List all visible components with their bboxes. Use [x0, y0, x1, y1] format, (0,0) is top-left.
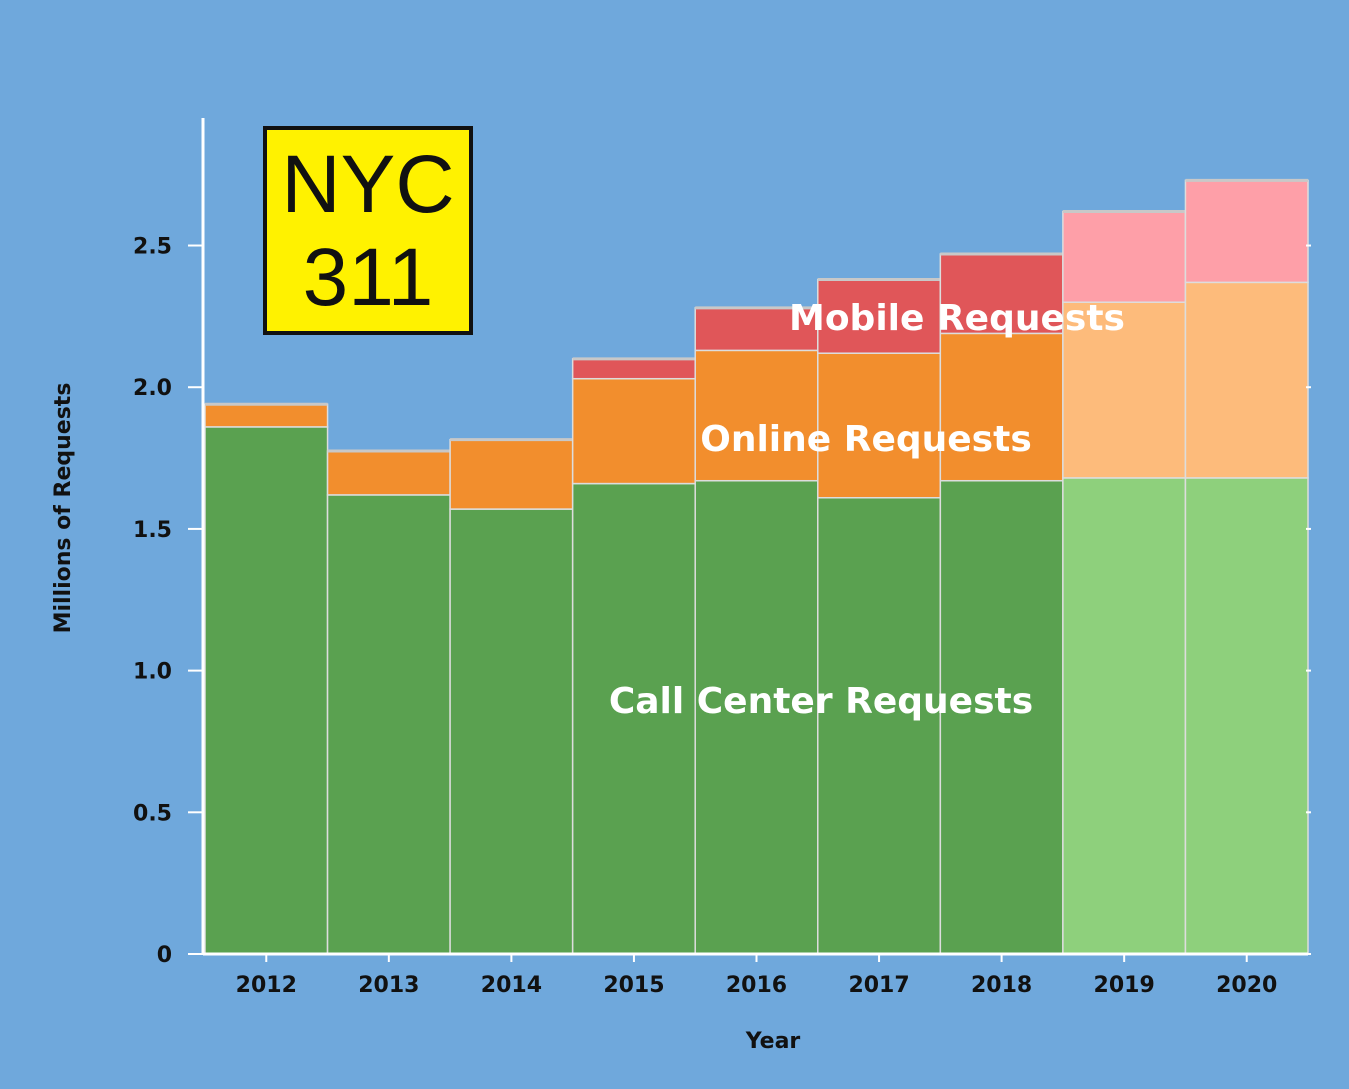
bar-mobile-requests-2018	[939, 253, 1064, 335]
bar-mobile-requests-2020	[1184, 179, 1309, 284]
bar-online-requests-2019	[1062, 301, 1187, 479]
bar-online-requests-2017	[817, 352, 942, 499]
x-tick-label-2014: 2014	[481, 973, 542, 998]
bar-call-center-requests-2013	[326, 494, 451, 955]
y-tick-label-0.5: 0.5	[133, 801, 172, 826]
x-axis-title: Year	[745, 1029, 801, 1054]
x-ticks-layer: 2012 2013 2014 2015 2016 2017 2018 2019 2020	[236, 954, 1277, 998]
bar-mobile-requests-2017	[817, 278, 942, 354]
bar-online-requests-2012	[204, 403, 329, 428]
bar-mobile-requests-2016	[694, 307, 819, 352]
nyc311-logo: NYC 311	[263, 126, 473, 335]
x-tick-label-2016: 2016	[726, 973, 787, 998]
x-tick-label-2019: 2019	[1094, 973, 1155, 998]
bar-mobile-requests-2019	[1062, 210, 1187, 303]
bar-call-center-requests-2019	[1062, 477, 1187, 955]
bar-online-requests-2016	[694, 349, 819, 482]
bar-call-center-requests-2020	[1184, 477, 1309, 955]
x-tick-label-2017: 2017	[848, 973, 909, 998]
bar-call-center-requests-2016	[694, 479, 819, 955]
bar-call-center-requests-2012	[204, 426, 329, 955]
bar-call-center-requests-2018	[939, 479, 1064, 955]
bar-call-center-requests-2017	[817, 496, 942, 955]
x-tick-label-2013: 2013	[358, 973, 419, 998]
call-center-requests-label: Call Center Requests	[609, 681, 1033, 722]
bar-call-center-requests-2014	[449, 508, 574, 955]
logo-line-311: 311	[303, 232, 434, 323]
y-axis-title: Millions of Requests	[51, 383, 76, 634]
bar-online-requests-2020	[1184, 281, 1309, 479]
bar-mobile-requests-2015	[571, 358, 696, 380]
logo-background	[263, 126, 473, 335]
bar-online-requests-2018	[939, 332, 1064, 482]
bar-online-requests-2015	[571, 377, 696, 485]
y-tick-label-2.0: 2.0	[133, 376, 172, 401]
x-tick-label-2018: 2018	[971, 973, 1032, 998]
y-tick-label-0: 0	[157, 943, 172, 968]
mobile-requests-label: Mobile Requests	[789, 298, 1125, 339]
y-tick-label-2.5: 2.5	[133, 235, 172, 260]
y-tick-label-1.0: 1.0	[133, 660, 172, 685]
y-tick-label-1.5: 1.5	[133, 518, 172, 543]
x-tick-label-2015: 2015	[603, 973, 664, 998]
bar-call-center-requests-2015	[571, 482, 696, 955]
bar-online-requests-2013	[326, 450, 451, 496]
bars-layer	[204, 178, 1309, 955]
online-requests-label: Online Requests	[700, 419, 1032, 460]
bar-online-requests-2014	[449, 438, 574, 510]
x-tick-label-2020: 2020	[1216, 973, 1277, 998]
x-tick-label-2012: 2012	[236, 973, 297, 998]
y-ticks-layer: 0 0.5 1.0 1.5 2.0 2.5	[133, 235, 1311, 968]
logo-line-nyc: NYC	[281, 139, 454, 230]
